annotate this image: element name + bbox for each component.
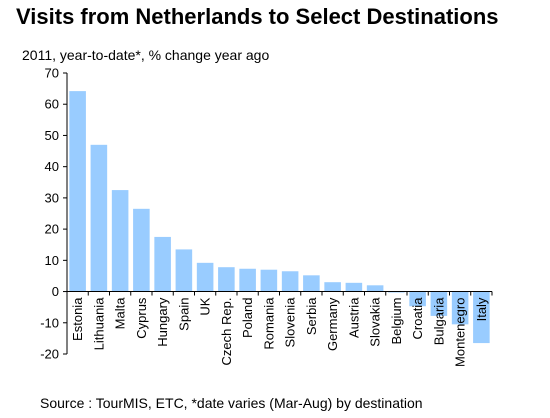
category-label: Slovakia [368, 297, 383, 347]
category-label: Germany [325, 297, 340, 351]
y-tick-label: 50 [45, 128, 59, 143]
bar-cyprus [133, 208, 150, 292]
category-label: Czech Rep. [219, 298, 234, 366]
category-label: Bulgaria [431, 297, 446, 345]
chart-subtitle: 2011, year-to-date*, % change year ago [22, 47, 270, 63]
category-label: Slovenia [283, 297, 298, 348]
bar-malta [111, 190, 129, 292]
bar-italy [473, 291, 490, 344]
bar-spain [175, 249, 193, 292]
y-tick-label: 70 [45, 66, 59, 81]
y-tick-label: -10 [40, 315, 59, 330]
bar-bulgaria [430, 291, 448, 316]
bar-estonia [69, 91, 86, 292]
y-tick-label: 20 [45, 222, 59, 237]
category-label: Estonia [70, 297, 85, 341]
bar-czech-rep [218, 267, 235, 292]
y-tick-label: 30 [45, 190, 59, 205]
bars-layer [69, 91, 490, 344]
category-label: Montenegro [453, 298, 468, 367]
category-label: Belgium [389, 298, 404, 345]
bar-slovenia [281, 271, 299, 292]
category-labels-layer: Estonia Lithuania Malta Cyprus Hungary Spain U… [70, 297, 489, 367]
bar-serbia [303, 275, 320, 292]
category-label: Croatia [410, 297, 425, 340]
category-label: Poland [240, 298, 255, 338]
category-label: UK [198, 297, 213, 315]
category-label: Lithuania [91, 297, 106, 351]
bar-poland [239, 268, 256, 292]
bar-romania [260, 269, 278, 292]
chart-title: Visits from Netherlands to Select Destin… [16, 4, 499, 29]
category-label: Serbia [304, 297, 319, 335]
category-label: Austria [346, 297, 361, 338]
bar-uk [196, 262, 214, 292]
bar-slovakia [366, 285, 384, 292]
bar-austria [345, 282, 363, 292]
y-tick-label: 10 [45, 253, 59, 268]
y-tick-label: 0 [52, 284, 59, 299]
bar-germany [324, 282, 341, 292]
y-tick-label: -20 [40, 347, 59, 362]
axis-layer: -20 -10 0 10 20 30 40 50 60 70 [40, 66, 493, 362]
category-label: Malta [113, 297, 128, 330]
category-label: Cyprus [134, 297, 149, 339]
category-label: Hungary [155, 297, 170, 347]
y-tick-label: 40 [45, 159, 59, 174]
bar-croatia [409, 291, 426, 307]
bar-montenegro [451, 291, 469, 325]
source-note: Source : TourMIS, ETC, *date varies (Mar… [40, 395, 423, 411]
category-label: Spain [176, 298, 191, 331]
category-label: Italy [474, 297, 489, 321]
bar-hungary [154, 236, 171, 292]
category-label: Romania [261, 297, 276, 350]
bar-lithuania [90, 144, 108, 292]
y-tick-label: 60 [45, 97, 59, 112]
